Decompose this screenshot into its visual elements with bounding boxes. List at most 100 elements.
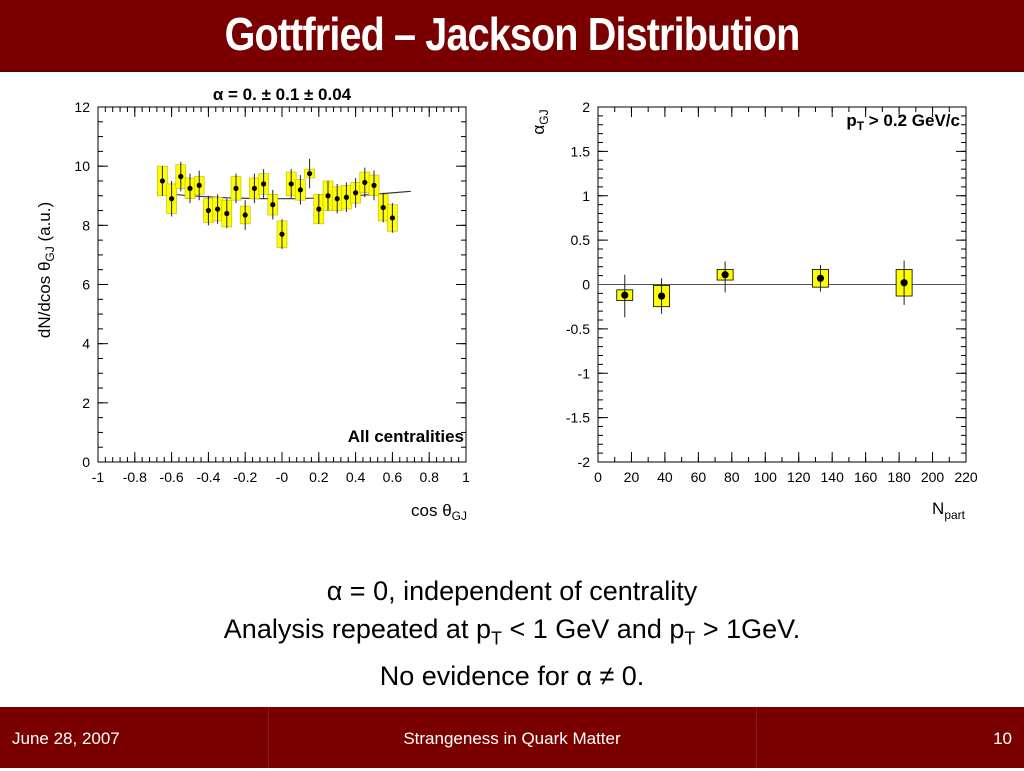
- left-chart-annotation: All centralities: [348, 427, 464, 446]
- left-ytick-label: 12: [74, 99, 90, 115]
- left-xlabel: cos θGJ: [411, 501, 467, 523]
- right-xlabel: Npart: [932, 499, 966, 522]
- right-ylabel-alpha: α: [529, 125, 548, 135]
- right-ytick-label: -2: [578, 454, 591, 470]
- left-ylabel-text1: dN/dcos θ: [35, 262, 54, 339]
- left-ylabel: dN/dcos θGJ (a.u.): [35, 202, 57, 338]
- left-xtick-label: -0: [276, 469, 289, 485]
- data-point: [159, 178, 165, 184]
- right-ytick-label: 1: [582, 188, 590, 204]
- right-xlabel-sub: part: [944, 508, 965, 522]
- data-point: [343, 194, 349, 200]
- right-xtick-label: 200: [921, 469, 945, 485]
- left-xtick-label: 0.4: [346, 469, 366, 485]
- data-point: [279, 231, 285, 237]
- left-xtick-label: 0.6: [383, 469, 403, 485]
- footer-divider-1: [268, 707, 269, 768]
- conclusion-line-3-b: ≠ 0.: [591, 661, 645, 692]
- left-ytick-label: 0: [82, 454, 90, 470]
- left-ytick-label: 2: [82, 395, 90, 411]
- slide-title: Gottfried – Jackson Distribution: [224, 8, 801, 60]
- conclusion-line-2-sub2: T: [684, 628, 696, 649]
- right-xtick-label: 160: [854, 469, 878, 485]
- right-xtick-label: 80: [724, 469, 740, 485]
- conclusion-line-1-text: = 0, independent of centrality: [342, 576, 698, 606]
- conclusion-line-1: α = 0, independent of centrality: [0, 572, 1024, 610]
- data-point: [205, 207, 211, 214]
- footer-conference: Strangeness in Quark Matter: [403, 729, 621, 748]
- left-axis-ticks: -1 -0.8 -0.6 -0.4 -0.2 -0 0.2 0.4 0.6 0.8 10246810…: [74, 99, 470, 485]
- data-point: [334, 196, 340, 202]
- left-xtick-label: 1: [462, 469, 470, 485]
- right-xtick-label: 60: [691, 469, 707, 485]
- data-point: [297, 187, 303, 193]
- footer-date: June 28, 2007: [12, 729, 120, 748]
- right-ytick-label: 2: [582, 99, 590, 115]
- conclusion-line-2-b: < 1 GeV and p: [501, 614, 685, 644]
- right-annot-rest: > 0.2 GeV/c: [864, 111, 960, 130]
- right-ylabel: αGJ: [529, 109, 551, 134]
- left-xlabel-text: cos θ: [411, 501, 452, 520]
- right-ytick-label: 0: [582, 277, 590, 293]
- data-point: [621, 291, 629, 299]
- data-point: [316, 206, 322, 212]
- left-xlabel-sub: GJ: [452, 509, 467, 523]
- data-point: [816, 274, 825, 282]
- data-point: [233, 185, 239, 191]
- right-ytick-label: 1.5: [571, 143, 591, 159]
- right-ylabel-sub: GJ: [537, 109, 551, 124]
- data-point: [325, 193, 331, 199]
- left-xtick-label: -0.2: [233, 469, 257, 485]
- data-point: [380, 204, 386, 211]
- right-xtick-label: 220: [954, 469, 978, 485]
- conclusion-line-3-a: No evidence for: [379, 661, 577, 692]
- left-ylabel-text2: (a.u.): [35, 202, 54, 246]
- conclusion-line-2: Analysis repeated at pT < 1 GeV and pT >…: [0, 610, 1024, 657]
- conclusion-line-3: No evidence for α ≠ 0.: [0, 657, 1024, 695]
- left-data-marks: [156, 158, 411, 249]
- alpha-symbol-2: α: [576, 661, 592, 692]
- data-point: [900, 279, 908, 287]
- fit-curve: [156, 190, 411, 200]
- right-ytick-label: -1.5: [566, 410, 590, 426]
- right-xtick-label: 100: [754, 469, 778, 485]
- data-point: [251, 185, 257, 191]
- data-point: [178, 173, 184, 180]
- conclusion-line-2-c: > 1GeV.: [695, 614, 801, 644]
- data-point: [721, 271, 729, 279]
- data-point: [371, 182, 377, 188]
- right-xtick-label: 120: [787, 469, 811, 485]
- left-ytick-label: 6: [82, 277, 90, 293]
- left-xtick-label: -1: [92, 469, 105, 485]
- right-xtick-label: 140: [821, 469, 845, 485]
- right-xlabel-n: N: [932, 499, 944, 518]
- right-xtick-label: 40: [657, 469, 673, 485]
- left-xtick-label: 0.8: [419, 469, 439, 485]
- data-point: [224, 210, 230, 217]
- right-ytick-label: 0.5: [571, 232, 591, 248]
- right-data-marks: [598, 260, 966, 318]
- data-point: [215, 206, 221, 212]
- data-point: [657, 292, 666, 300]
- left-xtick-label: -0.4: [196, 469, 220, 485]
- charts-canvas: -1 -0.8 -0.6 -0.4 -0.2 -0 0.2 0.4 0.6 0.8 10246810…: [35, 85, 978, 523]
- right-xtick-label: 20: [624, 469, 640, 485]
- left-plot-frame: [97, 106, 467, 463]
- right-chart: 0 20 40 60 80 100 120 140 160 180 200 220 -2 -1.5 -1 -0…: [529, 99, 978, 522]
- right-axis-ticks: 0 20 40 60 80 100 120 140 160 180 200 220 -2 -1.5 -1 -0…: [566, 99, 978, 485]
- right-annot-p: p: [846, 111, 856, 130]
- conclusion-line-2-a: Analysis repeated at p: [223, 614, 491, 644]
- data-point: [169, 196, 175, 202]
- data-point: [362, 179, 368, 186]
- right-ytick-label: -1: [578, 365, 591, 381]
- data-point: [261, 181, 267, 187]
- left-chart: -1 -0.8 -0.6 -0.4 -0.2 -0 0.2 0.4 0.6 0.8 10246810…: [35, 85, 470, 523]
- right-ytick-label: -0.5: [566, 321, 590, 337]
- data-point: [196, 182, 202, 188]
- left-ytick-label: 4: [82, 336, 90, 352]
- data-point: [353, 190, 359, 196]
- data-point: [389, 215, 395, 221]
- alpha-symbol: α: [326, 576, 343, 606]
- footer-page-number: 10: [993, 729, 1012, 748]
- right-xtick-label: 180: [887, 469, 911, 485]
